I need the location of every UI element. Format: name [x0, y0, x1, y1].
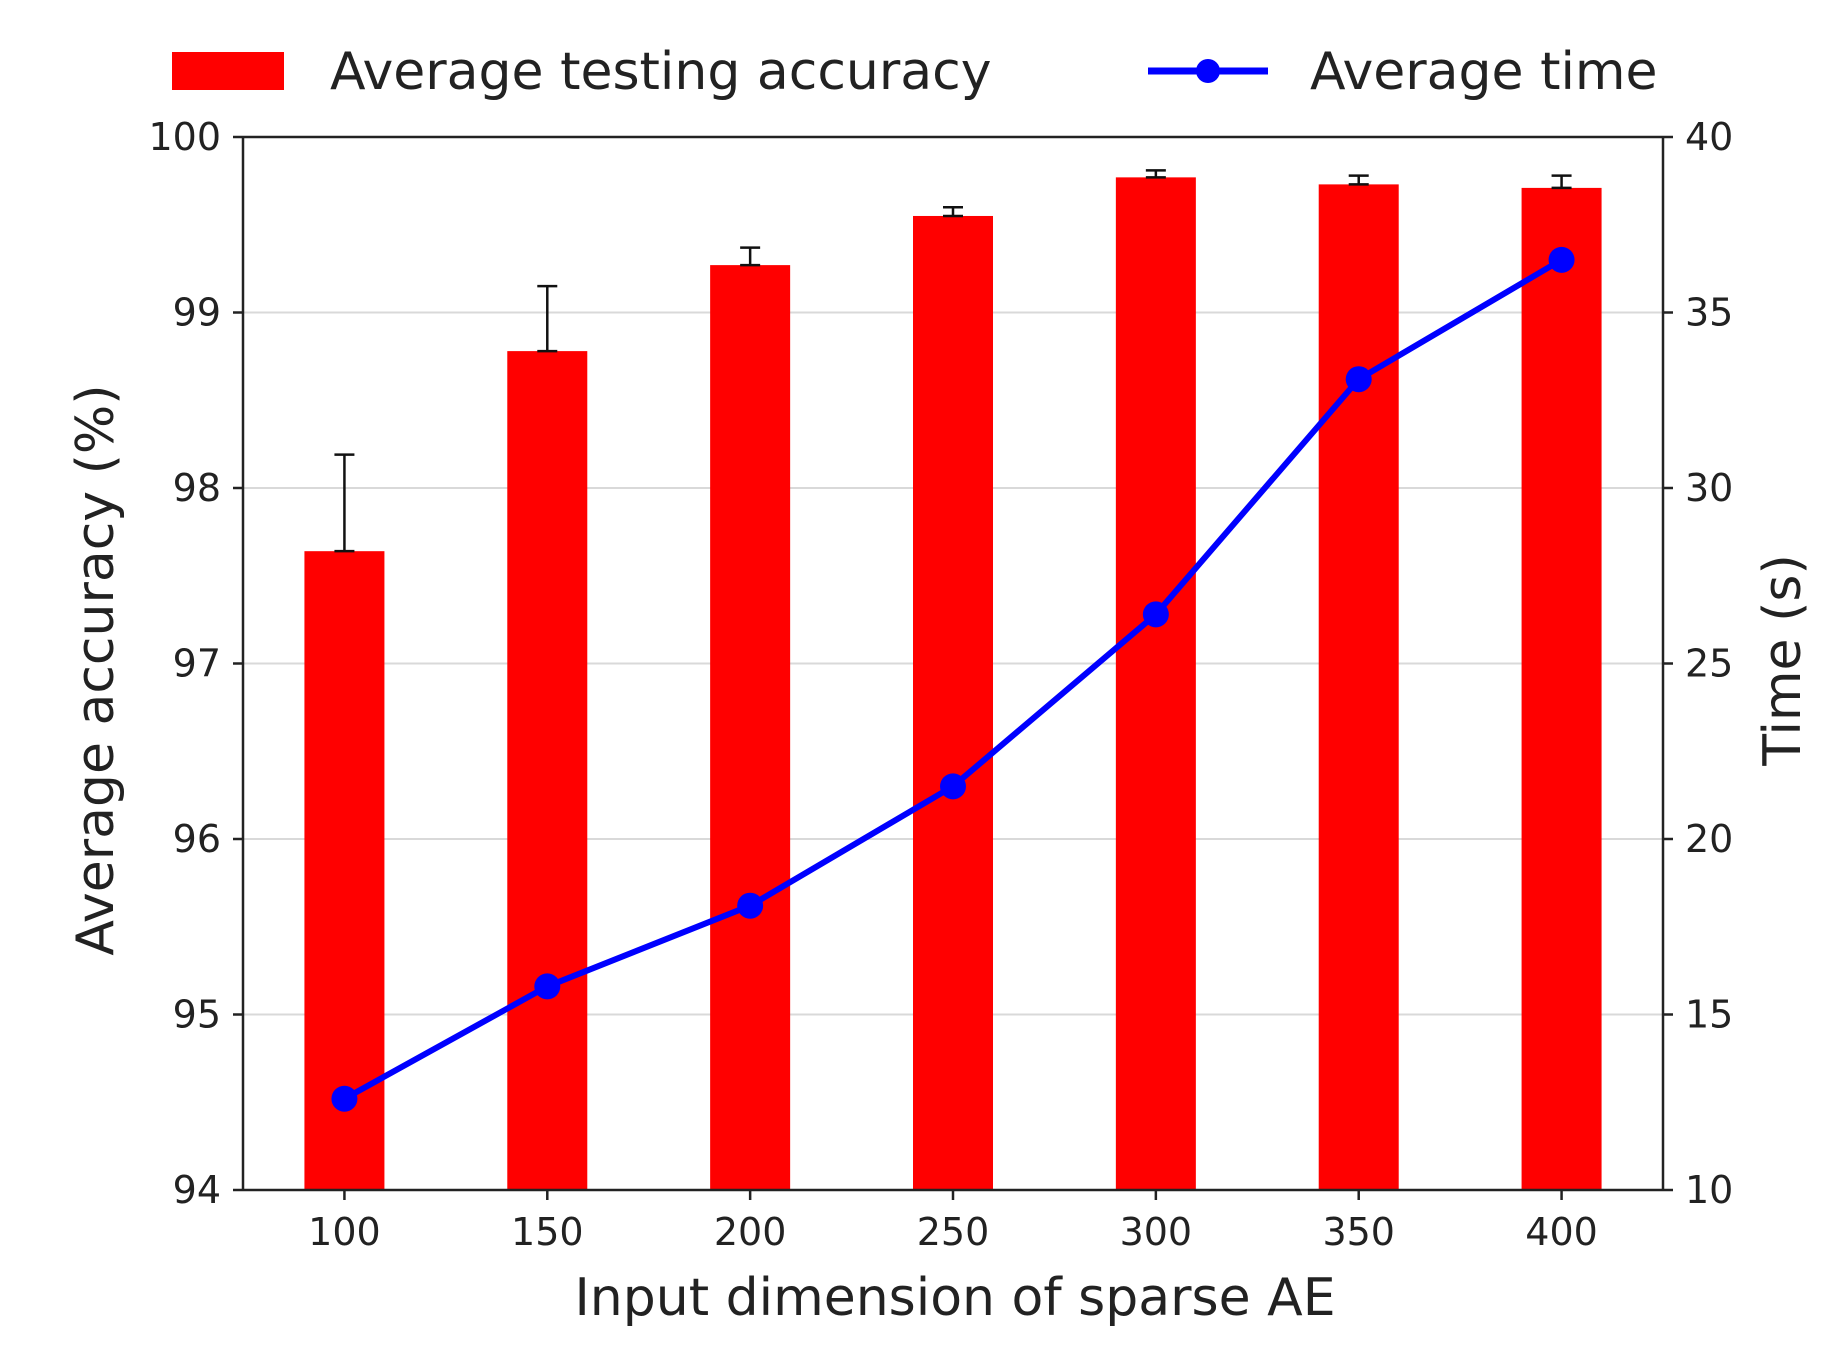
time-point-100 [331, 1085, 358, 1112]
y-right-tick-label-10: 10 [1685, 1168, 1733, 1212]
y-right-tick-label-35: 35 [1685, 291, 1733, 335]
x-axis-title: Input dimension of sparse AE [574, 1268, 1335, 1328]
y-right-tick-label-30: 30 [1685, 466, 1733, 510]
y-right-tick-label-40: 40 [1685, 115, 1733, 159]
time-point-150 [534, 973, 561, 1000]
y-right-axis-title: Time (s) [1753, 554, 1813, 766]
x-tick-label-100: 100 [308, 1210, 381, 1254]
y-left-tick-label-97: 97 [173, 642, 221, 686]
legend-label-accuracy: Average testing accuracy [330, 42, 991, 102]
x-tick-label-350: 350 [1322, 1210, 1395, 1254]
legend-bar-swatch [172, 52, 284, 90]
legend: Average testing accuracy Average time [172, 42, 1658, 102]
bar-350 [1318, 184, 1399, 1190]
legend-line-marker [1196, 59, 1220, 83]
bar-200 [710, 265, 791, 1190]
tick-labels: 94 95 96 97 98 99 100 10 15 20 25 30 35 40 100 150 200 25… [148, 115, 1733, 1254]
bar-150 [507, 351, 588, 1190]
x-tick-label-300: 300 [1120, 1210, 1193, 1254]
bar-250 [913, 215, 993, 1191]
y-left-tick-label-94: 94 [173, 1168, 221, 1212]
axes [233, 135, 1673, 1200]
bar-400 [1521, 187, 1602, 1190]
y-left-tick-label-95: 95 [173, 993, 221, 1037]
x-tick-label-400: 400 [1525, 1210, 1598, 1254]
error-bars [334, 169, 1572, 553]
x-tick-label-250: 250 [917, 1210, 990, 1254]
time-point-400 [1548, 246, 1575, 273]
accuracy-bars [304, 177, 1602, 1191]
bar-300 [1115, 177, 1196, 1191]
y-right-tick-label-20: 20 [1685, 817, 1733, 861]
time-point-350 [1345, 366, 1372, 393]
x-tick-label-200: 200 [714, 1210, 787, 1254]
y-right-tick-label-15: 15 [1685, 993, 1733, 1037]
time-point-200 [737, 892, 764, 919]
y-left-tick-label-96: 96 [173, 817, 221, 861]
x-tick-label-150: 150 [511, 1210, 584, 1254]
legend-label-time: Average time [1310, 42, 1658, 102]
y-left-tick-label-98: 98 [173, 466, 221, 510]
time-line-series [331, 246, 1575, 1112]
y-left-tick-label-100: 100 [148, 115, 221, 159]
y-left-tick-label-99: 99 [173, 291, 221, 335]
y-right-tick-label-25: 25 [1685, 642, 1733, 686]
y-left-axis-title: Average accuracy (%) [66, 384, 126, 955]
time-point-250 [940, 773, 966, 800]
time-point-300 [1142, 601, 1169, 628]
